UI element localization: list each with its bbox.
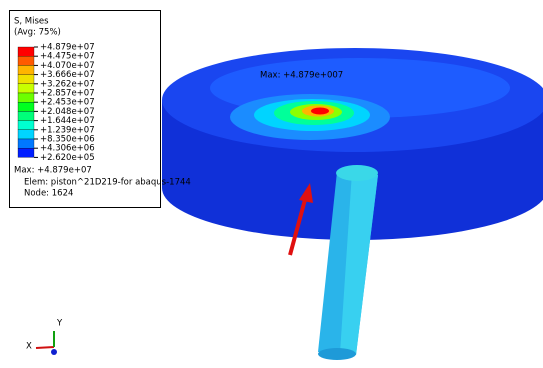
triad-z-axis (51, 349, 57, 355)
legend-swatch (18, 93, 34, 102)
legend-swatch (18, 102, 34, 111)
legend-swatch (18, 56, 34, 65)
legend-swatch (18, 84, 34, 93)
legend-max: Max: +4.879e+07 (14, 166, 92, 176)
legend-label: +2.620e+05 (40, 153, 95, 163)
legend-swatch (18, 121, 34, 130)
legend-subtitle: (Avg: 75%) (14, 28, 61, 38)
contour (311, 108, 329, 115)
page: Max: +4.879e+007 S, Mises (Avg: 75%) +4.… (0, 0, 543, 364)
legend-swatch (18, 139, 34, 148)
legend-swatch (18, 65, 34, 74)
legend-swatch (18, 75, 34, 84)
legend-elem: Elem: piston^21D219-for abaqus-1744 (24, 178, 191, 188)
legend-swatch (18, 130, 34, 139)
legend-bar: +4.879e+07+4.475e+07+4.070e+07+3.666e+07… (18, 43, 95, 163)
triad-x-label: X (26, 342, 32, 352)
legend-swatch (18, 148, 34, 157)
legend-swatch (18, 47, 34, 56)
viewport: Max: +4.879e+007 S, Mises (Avg: 75%) +4.… (0, 0, 543, 364)
legend-node: Node: 1624 (24, 189, 73, 199)
legend-swatch (18, 111, 34, 120)
rod-top (336, 165, 378, 181)
triad-y-label: Y (56, 319, 63, 329)
legend-title: S, Mises (14, 17, 49, 27)
max-annotation: Max: +4.879e+007 (260, 71, 343, 81)
triad-x-axis (36, 347, 54, 348)
rod-bottom (318, 348, 356, 360)
